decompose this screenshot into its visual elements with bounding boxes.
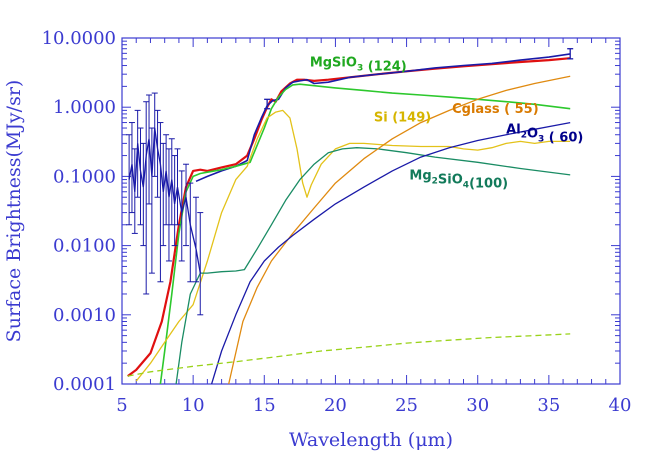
annotation-text: MgSiO: [310, 55, 357, 70]
y-tick-label: 0.0010: [53, 305, 116, 326]
y-tick-label: 1.0000: [53, 97, 116, 118]
annotation-text: Cglass ( 55): [452, 102, 539, 117]
axis-labels-layer: Wavelength (μm) Surface Brightness(MJy/s…: [3, 80, 453, 451]
series-annotation: Mg2SiO4(100): [409, 169, 508, 192]
annotation-subscript: 3: [357, 63, 363, 73]
annotation-text: Mg: [409, 169, 431, 184]
series-annotation: Si (149): [374, 111, 431, 126]
x-tick-label: 15: [253, 395, 276, 416]
plot-frame: [121, 37, 621, 385]
x-tick-label: 25: [395, 395, 418, 416]
axes: 5 10 15 20 25 30 35 40 0.0001 0.0010 0.0100 0.1000 1…: [42, 28, 632, 416]
x-tick-label: 35: [537, 395, 560, 416]
series-line-cglass-55: [228, 75, 571, 384]
annotation-layer: MgSiO3 (124)Si (149)Cglass ( 55)Al2O3 ( …: [310, 55, 584, 191]
y-tick-label: 0.1000: [53, 166, 116, 187]
annotation-text: (124): [363, 59, 407, 74]
x-tick-label: 5: [116, 395, 127, 416]
annotation-text: (100): [469, 177, 508, 192]
annotation-text: ( 60): [544, 130, 583, 145]
x-tick-label: 30: [466, 395, 489, 416]
annotation-text: O: [527, 126, 538, 141]
x-tick-label: 40: [609, 395, 632, 416]
annotation-text: Si (149): [374, 111, 431, 126]
series-line-al2o3-60: [210, 121, 571, 384]
x-axis-title: Wavelength (μm): [289, 429, 453, 451]
annotation-subscript: 2: [521, 130, 527, 140]
series-annotation: Al2O3 ( 60): [506, 122, 583, 145]
annotation-subscript: 2: [432, 177, 438, 187]
x-tick-label: 10: [182, 395, 205, 416]
x-tick-label: 20: [324, 395, 347, 416]
y-tick-label: 0.0001: [53, 374, 116, 395]
series-annotation: Cglass ( 55): [452, 102, 539, 117]
series-line-mgsio3-124: [159, 83, 571, 384]
y-tick-label: 0.0100: [53, 236, 116, 257]
series-layer: [127, 53, 571, 384]
y-axis-title: Surface Brightness(MJy/sr): [3, 80, 25, 343]
series-annotation: MgSiO3 (124): [310, 55, 407, 74]
series-line-si-149: [135, 109, 571, 382]
y-tick-label: 10.0000: [42, 28, 116, 49]
annotation-text: Al: [506, 122, 521, 137]
annotation-subscript: 4: [463, 181, 469, 191]
annotation-text: SiO: [438, 173, 463, 188]
observed-points-line: [128, 127, 201, 274]
series-line-dashed-baseline: [127, 333, 571, 377]
series-line-observed-spectrum: [195, 53, 571, 183]
observed-points-layer: [126, 48, 574, 316]
annotation-subscript: 3: [538, 134, 544, 144]
series-line-mg2sio4-100: [175, 147, 571, 384]
